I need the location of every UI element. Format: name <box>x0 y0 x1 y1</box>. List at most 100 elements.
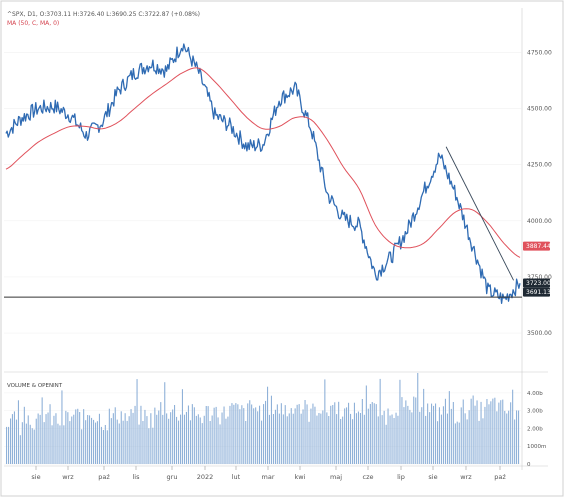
volume-tick-label: 3.00b <box>527 409 543 415</box>
volume-bar <box>284 405 286 464</box>
volume-bar <box>229 405 231 464</box>
volume-bar <box>270 395 272 464</box>
volume-bar <box>452 402 454 464</box>
time-tick-label: mar <box>262 473 275 481</box>
volume-bar <box>178 420 180 464</box>
volume-bar <box>98 413 100 464</box>
time-tick-label: sie <box>31 473 40 481</box>
volume-bar <box>314 406 316 464</box>
trendline[interactable] <box>445 146 514 281</box>
volume-bar <box>158 410 160 464</box>
volume-bar <box>57 423 59 464</box>
volume-bar <box>444 398 446 464</box>
volume-bar <box>33 429 35 464</box>
volume-bar <box>241 405 243 464</box>
volume-bar <box>142 421 144 464</box>
volume-bar <box>506 413 508 464</box>
time-tick-label: lip <box>397 473 405 481</box>
volume-bar <box>304 400 306 464</box>
volume-bar <box>288 413 290 464</box>
volume-bar <box>328 416 330 464</box>
volume-bar <box>199 417 201 464</box>
volume-bar <box>181 389 183 464</box>
volume-bar <box>448 391 450 464</box>
volume-bar <box>118 423 120 464</box>
volume-bar <box>85 420 87 464</box>
volume-bar <box>417 373 419 464</box>
volume-bar <box>25 423 27 464</box>
volume-bar <box>387 408 389 464</box>
volume-bar <box>363 414 365 464</box>
volume-bar <box>312 403 314 464</box>
volume-bar <box>110 418 112 464</box>
volume-bar <box>259 405 261 464</box>
volume-bar <box>215 406 217 464</box>
volume-bar <box>225 418 227 464</box>
volume-bar <box>209 421 211 464</box>
volume-bar <box>267 386 269 464</box>
volume-bar <box>104 425 106 464</box>
volume-bar <box>438 407 440 464</box>
time-tick-label: sie <box>428 473 437 481</box>
volume-bar <box>498 402 500 464</box>
volume-bar <box>213 407 215 464</box>
volume-bar <box>421 407 423 464</box>
volume-bar <box>154 407 156 464</box>
volume-bar <box>187 405 189 464</box>
volume-bar <box>13 411 15 464</box>
volume-bar <box>21 422 23 464</box>
volume-bar <box>286 416 288 464</box>
ma-info: MA (50, C, MA, 0) <box>7 20 60 27</box>
volume-bar <box>223 406 225 464</box>
time-tick-label: paź <box>494 473 506 481</box>
volume-bar <box>207 406 209 464</box>
volume-bar <box>168 418 170 464</box>
volume-bar <box>120 411 122 464</box>
volume-tick-label: 4.00b <box>527 391 543 397</box>
volume-bar <box>75 409 77 464</box>
volume-tick-label: 0 <box>527 462 531 468</box>
time-tick-label: paź <box>98 473 110 481</box>
volume-bar <box>136 379 138 464</box>
volume-bar <box>413 396 415 464</box>
price-badge <box>523 241 550 251</box>
volume-bar <box>96 421 98 464</box>
volume-bar <box>47 412 49 464</box>
volume-bar <box>296 404 298 464</box>
volume-bar <box>247 403 249 464</box>
volume-bar <box>510 402 512 464</box>
volume-bar <box>482 418 484 464</box>
volume-bar <box>371 402 373 464</box>
volume-bar <box>496 411 498 464</box>
time-tick-label: maj <box>330 473 342 481</box>
volume-bar <box>124 413 126 464</box>
volume-bar <box>108 408 110 464</box>
volume-bar <box>350 413 352 464</box>
volume-bar <box>377 416 379 464</box>
volume-bar <box>211 415 213 464</box>
volume-bar <box>472 395 474 464</box>
ma-series-line <box>5 67 521 258</box>
volume-bar <box>189 420 191 464</box>
volume-bar <box>10 418 12 464</box>
volume-bar <box>393 418 395 464</box>
volume-bar <box>423 388 425 464</box>
volume-bar <box>172 409 174 464</box>
volume-bar <box>290 408 292 464</box>
volume-bar <box>375 404 377 464</box>
volume-bar <box>239 409 241 464</box>
volume-bar <box>292 413 294 464</box>
volume-bar <box>6 426 8 464</box>
volume-bar <box>160 402 162 464</box>
volume-bar <box>49 404 51 464</box>
volume-bar <box>41 397 43 464</box>
volume-bar <box>346 407 348 464</box>
volume-bar <box>379 378 381 464</box>
time-tick-label: wrz <box>62 473 74 481</box>
volume-bar <box>334 402 336 464</box>
time-tick-label: lis <box>133 473 141 481</box>
volume-bar <box>486 399 488 464</box>
volume-bar <box>462 399 464 464</box>
volume-bar <box>508 410 510 464</box>
price-axis: 4750.00 4500.00 4250.00 4000.00 3750.00 3500.… <box>527 49 552 337</box>
